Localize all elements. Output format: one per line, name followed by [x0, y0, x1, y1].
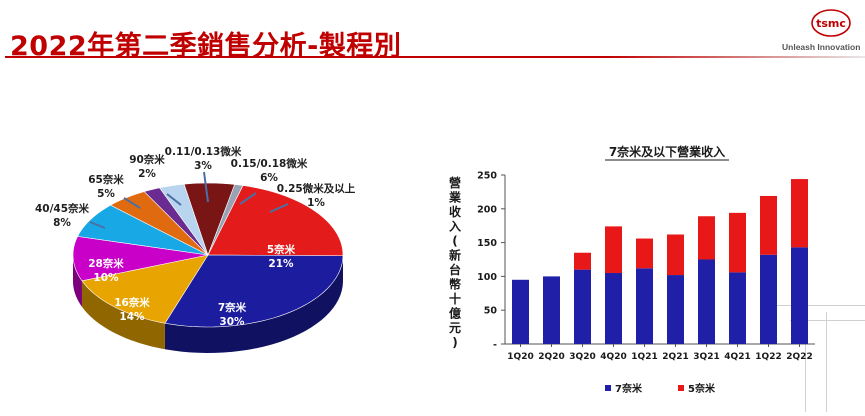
legend-label: 7奈米 — [615, 382, 643, 395]
pie-slice-value: 3% — [194, 160, 212, 172]
pie-slice-label: 65奈米 — [88, 173, 124, 186]
legend-label: 5奈米 — [688, 382, 716, 395]
pie-slice-label: 0.11/0.13微米 — [165, 145, 242, 158]
pie-slice-value: 21% — [268, 258, 294, 270]
y-axis-title: 營業收入(新台幣十億元) — [448, 175, 462, 350]
y-tick-label: 150 — [477, 238, 497, 249]
bar-segment — [729, 213, 746, 272]
pie-slice-value: 14% — [119, 311, 145, 323]
pie-slice-label: 90奈米 — [129, 153, 165, 166]
x-tick-label: 1Q21 — [631, 352, 657, 362]
x-tick-label: 1Q22 — [755, 352, 781, 362]
bar-chart-title: 7奈米及以下營業收入 — [609, 144, 725, 159]
x-tick-label: 3Q21 — [693, 352, 719, 362]
bar-segment — [636, 268, 653, 344]
bar-segment — [543, 276, 560, 344]
pie-slice-label: 7奈米 — [218, 301, 247, 314]
bar-segment — [667, 234, 684, 275]
x-tick-label: 2Q21 — [662, 352, 688, 362]
x-tick-label: 2Q20 — [538, 352, 564, 362]
pie-slice-value: 10% — [93, 272, 119, 284]
y-tick-label: 200 — [477, 204, 497, 215]
pie-slice-label: 16奈米 — [114, 296, 150, 309]
bar-segment — [791, 247, 808, 344]
bar-segment — [760, 196, 777, 255]
n7-and-below-revenue-bar-chart: 7奈米及以下營業收入營業收入(新台幣十億元) - 50 100 150 200 250 1Q2… — [440, 140, 865, 412]
y-tick-label: 100 — [477, 272, 497, 283]
pie-slice-value: 6% — [260, 172, 278, 184]
bar-segment — [698, 216, 715, 259]
pie-slice-label: 28奈米 — [88, 257, 124, 270]
pie-slice-value: 5% — [97, 188, 115, 200]
bar-segment — [760, 255, 777, 344]
pie-slice-value: 2% — [138, 168, 156, 180]
y-tick-label: - — [493, 340, 497, 351]
pie-slice-label: 0.25微米及以上 — [277, 182, 356, 195]
bar-segment — [729, 272, 746, 344]
logo-tagline: Unleash Innovation — [782, 42, 860, 52]
pie-slice-label: 0.15/0.18微米 — [231, 157, 308, 170]
logo-text: tsmc — [816, 17, 846, 30]
legend-swatch — [678, 385, 684, 391]
bar-segment — [605, 226, 622, 273]
bar-segment — [512, 280, 529, 344]
pie-slice-value: 30% — [219, 316, 245, 328]
bar-segment — [791, 179, 808, 247]
x-tick-label: 3Q20 — [569, 352, 595, 362]
process-mix-pie-chart: 5奈米 21% 7奈米 30% 16奈米 14% 28奈米 10% 40/45奈米 8% 65奈米 5… — [0, 140, 430, 412]
bar-segment — [574, 270, 591, 344]
pie-slice-label: 5奈米 — [267, 243, 296, 256]
legend-swatch — [605, 385, 611, 391]
y-tick-label: 250 — [477, 171, 497, 182]
title-underline — [5, 56, 865, 58]
bar-segment — [636, 239, 653, 269]
bar-segment — [667, 275, 684, 344]
bar-segment — [698, 260, 715, 345]
pie-slice-label: 40/45奈米 — [35, 202, 90, 215]
y-tick-label: 50 — [484, 306, 498, 317]
bar-segment — [605, 273, 622, 344]
bar-segment — [574, 253, 591, 270]
tsmc-logo: tsmc — [810, 8, 852, 38]
x-tick-label: 4Q20 — [600, 352, 626, 362]
pie-slice-value: 1% — [307, 197, 325, 209]
x-tick-label: 1Q20 — [507, 352, 533, 362]
x-tick-label: 4Q21 — [724, 352, 750, 362]
x-tick-label: 2Q22 — [786, 352, 812, 362]
pie-slice-value: 8% — [53, 217, 71, 229]
